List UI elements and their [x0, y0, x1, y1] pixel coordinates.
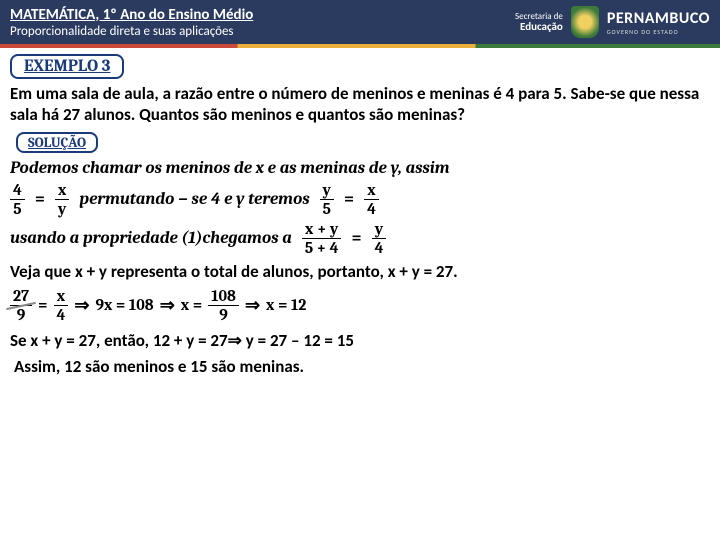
secretaria-logo: Secretaria de Educação: [515, 12, 563, 32]
fraction: 279: [10, 288, 32, 323]
statement-2: Se x + y = 27, então, 12 + y = 27⇒ y = 2…: [10, 331, 710, 351]
calc-row: 279 = x4 ⇒ 9x = 108 ⇒ x = 1089 ⇒ x = 12: [10, 288, 710, 323]
fraction: y5: [320, 182, 334, 217]
problem-text: Em uma sala de aula, a razão entre o núm…: [10, 83, 710, 126]
header-logos: Secretaria de Educação PERNAMBUCO GOVERN…: [515, 6, 710, 38]
header-text: MATEMÁTICA, 1º Ano do Ensino Médio Propo…: [10, 6, 515, 39]
math-block: Podemos chamar os meninos de x e as meni…: [10, 159, 710, 256]
shield-icon: [571, 6, 599, 38]
state-logo: PERNAMBUCO GOVERNO DO ESTADO: [607, 9, 710, 36]
solution-badge: SOLUÇÃO: [16, 132, 98, 153]
fraction: y4: [372, 221, 387, 256]
header-title: MATEMÁTICA, 1º Ano do Ensino Médio: [10, 6, 515, 24]
fraction: x4: [54, 288, 69, 323]
slide-content: EXEMPLO 3 Em uma sala de aula, a razão e…: [0, 48, 720, 378]
slide-header: MATEMÁTICA, 1º Ano do Ensino Médio Propo…: [0, 0, 720, 48]
math-intro: Podemos chamar os meninos de x e as meni…: [10, 159, 710, 178]
arrow-icon: ⇒: [245, 295, 260, 316]
math-row-2: usando a propriedade (1)chegamos a x + y…: [10, 221, 710, 256]
fraction: x + y5 + 4: [302, 221, 342, 256]
arrow-icon: ⇒: [160, 295, 175, 316]
fraction: 1089: [208, 288, 239, 323]
math-row-1: 45 = xy permutando − se 4 e y teremos y5…: [10, 182, 710, 217]
fraction: 45: [10, 182, 25, 217]
fraction: x4: [364, 182, 379, 217]
header-subtitle: Proporcionalidade direta e suas aplicaçõ…: [10, 24, 515, 39]
statement-1: Veja que x + y representa o total de alu…: [10, 262, 710, 282]
statement-3: Assim, 12 são meninos e 15 são meninas.: [10, 357, 710, 377]
example-badge: EXEMPLO 3: [10, 54, 124, 79]
arrow-icon: ⇒: [74, 295, 89, 316]
fraction: xy: [55, 182, 69, 217]
